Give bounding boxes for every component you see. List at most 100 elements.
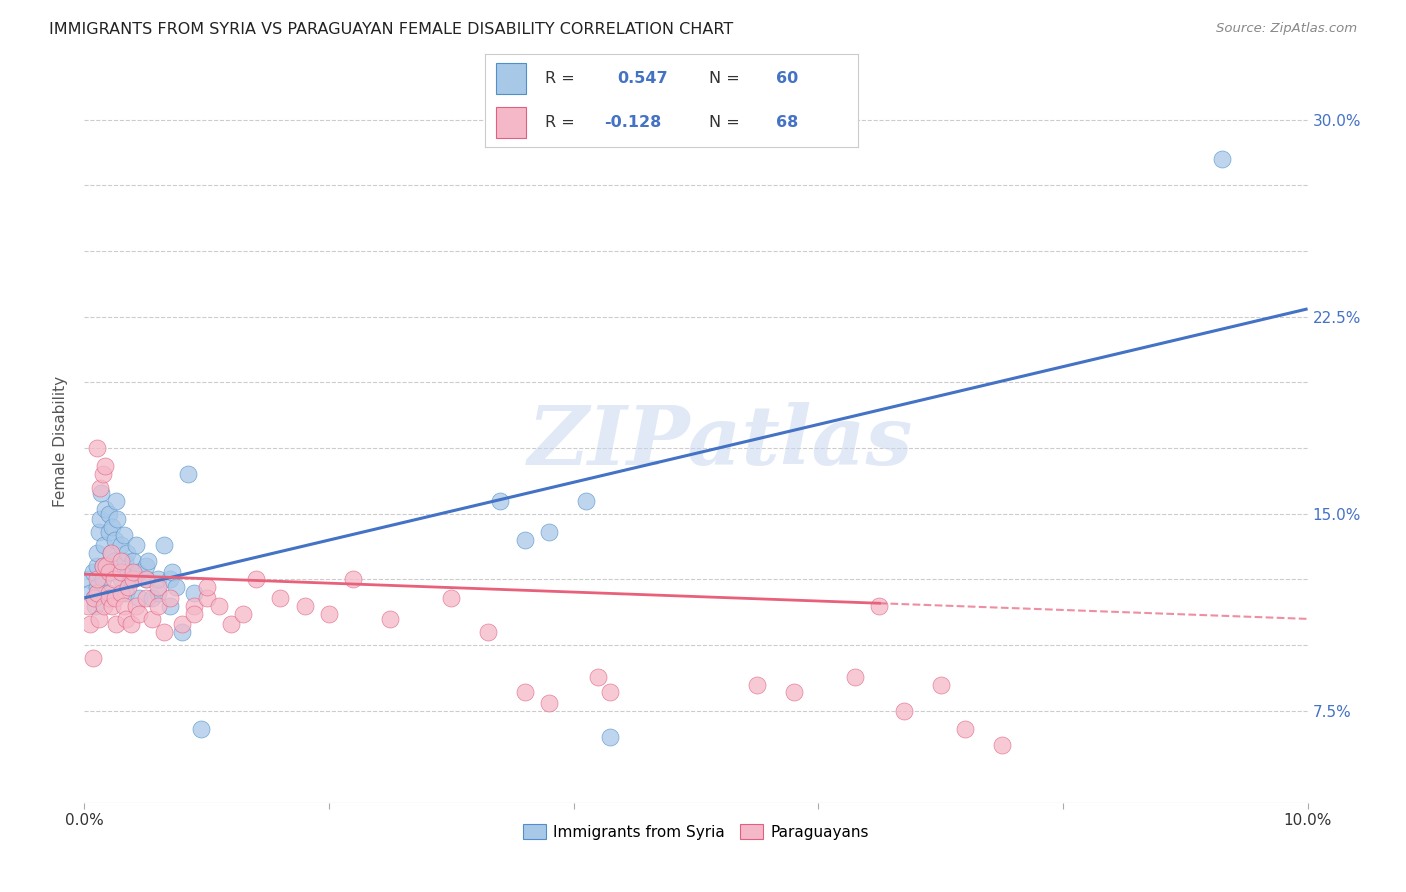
- Point: [89, 481, 111, 495]
- Point: [141, 612, 163, 626]
- Text: 68: 68: [776, 115, 799, 130]
- Point: [104, 533, 127, 547]
- Point: [575, 493, 598, 508]
- Point: [190, 723, 212, 737]
- Text: N =: N =: [709, 115, 745, 130]
- Point: [269, 591, 291, 605]
- Point: [128, 607, 150, 621]
- Point: [110, 573, 132, 587]
- Point: [105, 512, 128, 526]
- Point: [245, 573, 267, 587]
- Point: [86, 573, 108, 587]
- Point: [172, 625, 194, 640]
- Point: [110, 565, 132, 579]
- Point: [120, 617, 142, 632]
- Point: [96, 559, 118, 574]
- Point: [477, 625, 499, 640]
- Point: [513, 685, 536, 699]
- Point: [120, 573, 142, 587]
- Point: [159, 599, 181, 613]
- Point: [101, 599, 124, 613]
- Point: [97, 591, 120, 605]
- Point: [117, 565, 139, 579]
- Point: [101, 520, 124, 534]
- Point: [93, 599, 115, 613]
- Point: [153, 538, 176, 552]
- Point: [91, 559, 114, 574]
- Point: [79, 617, 101, 632]
- Text: 0.547: 0.547: [617, 70, 668, 86]
- Point: [146, 580, 169, 594]
- Point: [159, 573, 181, 587]
- Point: [538, 696, 561, 710]
- Point: [83, 591, 105, 605]
- Point: [84, 599, 107, 613]
- Point: [110, 538, 132, 552]
- Point: [538, 525, 561, 540]
- Point: [97, 565, 120, 579]
- Point: [83, 591, 105, 605]
- Point: [162, 565, 184, 579]
- Point: [91, 467, 114, 482]
- Point: [110, 554, 132, 568]
- Point: [86, 585, 108, 599]
- Point: [128, 591, 150, 605]
- Point: [82, 651, 104, 665]
- Point: [79, 585, 101, 599]
- Point: [953, 723, 976, 737]
- Point: [183, 585, 205, 599]
- Point: [783, 685, 806, 699]
- Point: [232, 607, 254, 621]
- Point: [125, 538, 148, 552]
- Point: [991, 738, 1014, 752]
- Point: [94, 459, 117, 474]
- Text: -0.128: -0.128: [605, 115, 662, 130]
- Point: [136, 554, 159, 568]
- Point: [115, 612, 138, 626]
- Point: [183, 607, 205, 621]
- Point: [1211, 152, 1233, 166]
- Point: [172, 617, 194, 632]
- Point: [893, 704, 915, 718]
- Point: [97, 565, 120, 579]
- Point: [294, 599, 316, 613]
- Point: [105, 493, 128, 508]
- Text: R =: R =: [544, 115, 579, 130]
- Point: [77, 599, 100, 613]
- Point: [122, 573, 145, 587]
- Point: [89, 512, 111, 526]
- Point: [105, 617, 128, 632]
- Point: [122, 554, 145, 568]
- Bar: [496, 63, 526, 94]
- Point: [135, 591, 157, 605]
- Text: 60: 60: [776, 70, 799, 86]
- Point: [112, 528, 135, 542]
- Point: [87, 612, 110, 626]
- Point: [844, 670, 866, 684]
- Point: [86, 441, 108, 455]
- Point: [146, 599, 169, 613]
- Legend: Immigrants from Syria, Paraguayans: Immigrants from Syria, Paraguayans: [516, 818, 876, 846]
- Point: [86, 580, 108, 594]
- Point: [82, 565, 104, 579]
- Point: [104, 591, 127, 605]
- Point: [100, 546, 122, 560]
- Point: [112, 599, 135, 613]
- Point: [110, 585, 132, 599]
- Point: [146, 585, 169, 599]
- Point: [219, 617, 242, 632]
- Point: [159, 591, 181, 605]
- Text: N =: N =: [709, 70, 745, 86]
- Point: [141, 591, 163, 605]
- Point: [208, 599, 231, 613]
- Point: [125, 599, 148, 613]
- Point: [489, 493, 512, 508]
- Point: [96, 585, 118, 599]
- Point: [122, 573, 145, 587]
- Point: [747, 677, 769, 691]
- Point: [86, 559, 108, 574]
- Point: [117, 580, 139, 594]
- Point: [195, 580, 218, 594]
- Text: ZIPatlas: ZIPatlas: [527, 401, 912, 482]
- Bar: [496, 107, 526, 138]
